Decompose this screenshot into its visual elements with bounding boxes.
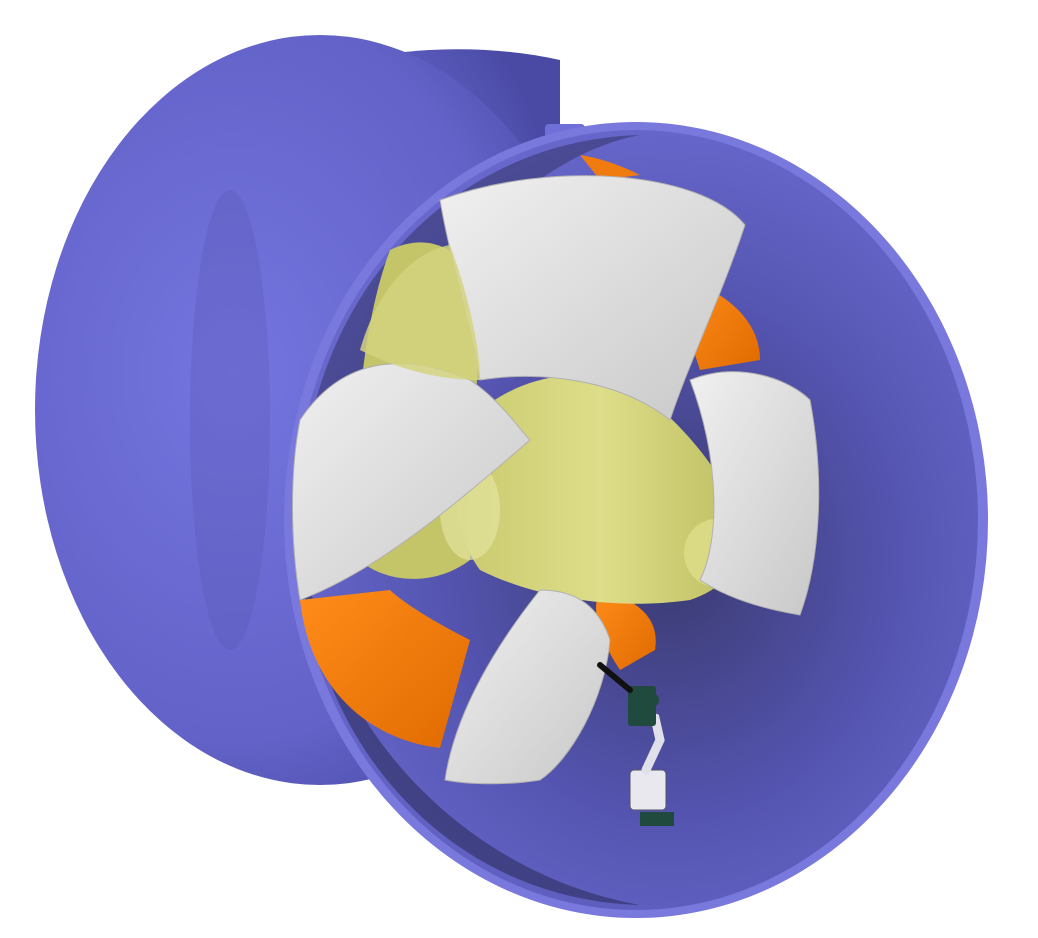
robot-arm bbox=[597, 662, 674, 826]
blade-right bbox=[689, 371, 820, 616]
blade-bottom bbox=[444, 589, 611, 785]
propeller-blades bbox=[292, 175, 820, 785]
blade-back-left bbox=[360, 245, 480, 380]
